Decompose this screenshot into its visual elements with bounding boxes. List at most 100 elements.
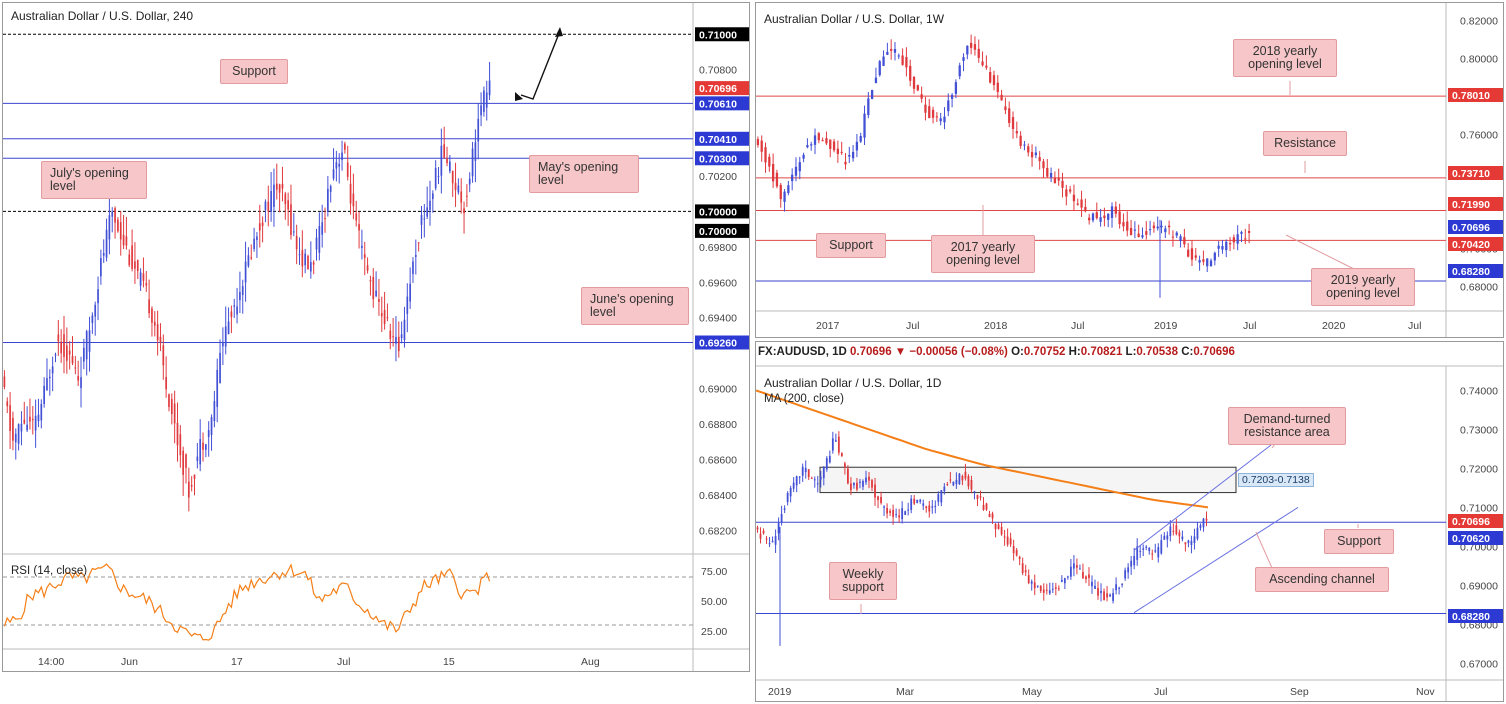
w1-candle <box>1027 146 1030 153</box>
w1-price-tag-bg <box>1448 88 1503 102</box>
h4-candle <box>145 283 148 286</box>
w1-candle <box>1141 235 1144 238</box>
d1-candle <box>937 494 940 502</box>
d1-candle <box>1082 572 1084 579</box>
h4-candle <box>213 401 216 421</box>
d1-candle <box>1178 532 1181 537</box>
w1-candle <box>893 48 897 53</box>
h4-candle <box>443 144 446 158</box>
callout-support-d: Support <box>1324 529 1394 554</box>
h4-candle <box>327 188 329 212</box>
h4-candle <box>241 286 244 295</box>
w1-x-tick: Jul <box>1071 320 1084 332</box>
w1-candle <box>1137 233 1140 238</box>
d1-candle <box>931 506 934 508</box>
w1-candle <box>817 133 820 141</box>
w1-candle <box>905 57 908 68</box>
h4-candle <box>358 224 360 231</box>
chart-panel-w1[interactable]: 0.820000.800000.760000.740000.700000.680… <box>755 2 1504 338</box>
projection-arrow <box>520 30 561 100</box>
h4-candle <box>267 201 270 212</box>
h4-candle <box>344 143 346 150</box>
d1-candle <box>1205 518 1208 521</box>
d1-candle <box>1103 591 1105 601</box>
h4-candle <box>71 355 74 364</box>
w1-candle <box>1080 199 1083 208</box>
w1-price-tag: 0.70696 <box>1452 222 1490 234</box>
w1-candle <box>779 184 782 200</box>
d1-x-tick: 2019 <box>768 686 792 698</box>
h4-candle <box>156 324 159 341</box>
d1-candle <box>783 508 786 510</box>
w1-candle <box>1004 106 1007 111</box>
d1-candle <box>1024 570 1027 573</box>
h4-candle <box>205 444 207 450</box>
d1-candle <box>1006 536 1009 545</box>
d1-candle <box>1130 560 1133 567</box>
callout-july-opening: July's opening level <box>41 161 147 199</box>
rsi-tick: 50.00 <box>701 596 727 608</box>
d1-candle <box>813 479 816 481</box>
w1-candle <box>1065 189 1068 197</box>
w1-candle <box>1240 232 1243 234</box>
h4-candle <box>318 226 321 253</box>
h4-candle <box>372 277 375 300</box>
d1-candle <box>831 438 834 451</box>
d1-x-tick: May <box>1022 686 1043 698</box>
d1-candle <box>1094 585 1096 589</box>
zone-range-label: 0.7203-0.7138 <box>1238 473 1314 487</box>
w1-candle <box>1213 252 1216 261</box>
h4-candle <box>366 265 369 271</box>
d1-x-tick: Nov <box>1416 686 1435 698</box>
h4-candle <box>142 273 145 281</box>
h4-candle <box>423 218 426 220</box>
d1-candle <box>1033 582 1036 589</box>
h4-candle <box>420 215 423 225</box>
d1-candle <box>1196 527 1199 539</box>
d1-candle <box>1154 550 1157 552</box>
d1-candle <box>1088 574 1090 579</box>
h4-x-tick: Aug <box>581 656 600 668</box>
d1-candle <box>985 503 988 510</box>
d1-candle <box>889 510 891 513</box>
h4-candle <box>159 336 162 343</box>
h4-x-tick: 15 <box>443 656 455 668</box>
h4-candle <box>307 255 309 270</box>
h4-candle <box>108 215 111 240</box>
d1-candle <box>786 493 789 503</box>
d1-candle <box>1000 526 1003 535</box>
h4-price-tag-bg <box>695 81 749 96</box>
h4-candle <box>312 262 315 265</box>
h4-candle <box>43 385 45 404</box>
chart-panel-h4[interactable]: 0.70800 0.70200 0.69800 0.69600 0.69400 0.690… <box>2 2 750 672</box>
callout-ascending-channel: Ascending channel <box>1255 567 1389 592</box>
w1-x-tick: 2020 <box>1322 320 1346 332</box>
h4-candle <box>85 331 88 360</box>
w1-candle <box>1148 229 1152 231</box>
h4-candle <box>483 90 485 112</box>
h4-candle <box>321 222 324 235</box>
h4-candle <box>185 454 187 468</box>
h4-price-tag: 0.69260 <box>699 338 737 350</box>
h4-candle <box>335 162 338 169</box>
w1-y-tick: 0.80000 <box>1460 53 1498 65</box>
d1-candle <box>798 476 801 478</box>
h4-title: Australian Dollar / U.S. Dollar, 240 <box>11 9 194 23</box>
h4-candle <box>392 336 394 338</box>
h4-candle <box>395 336 397 344</box>
callout-may-opening: May's opening level <box>529 155 639 193</box>
w1-candle <box>1076 203 1079 205</box>
chart-panel-d1[interactable]: 0.74000 0.73000 0.72000 0.71000 0.70000 0.690… <box>755 341 1504 702</box>
h4-candle <box>202 442 204 450</box>
d1-candle <box>768 543 771 545</box>
w1-candle <box>1122 222 1125 227</box>
w1-candle <box>1114 206 1117 214</box>
h4-candle <box>329 186 332 192</box>
w1-candle <box>764 147 767 163</box>
d1-open: 0.70752 <box>1023 346 1066 358</box>
d1-candle <box>919 499 922 502</box>
w1-candle <box>840 151 843 153</box>
w1-candle <box>1133 229 1137 231</box>
h4-price-tag: 0.70410 <box>699 134 737 146</box>
d1-candle <box>874 484 876 498</box>
